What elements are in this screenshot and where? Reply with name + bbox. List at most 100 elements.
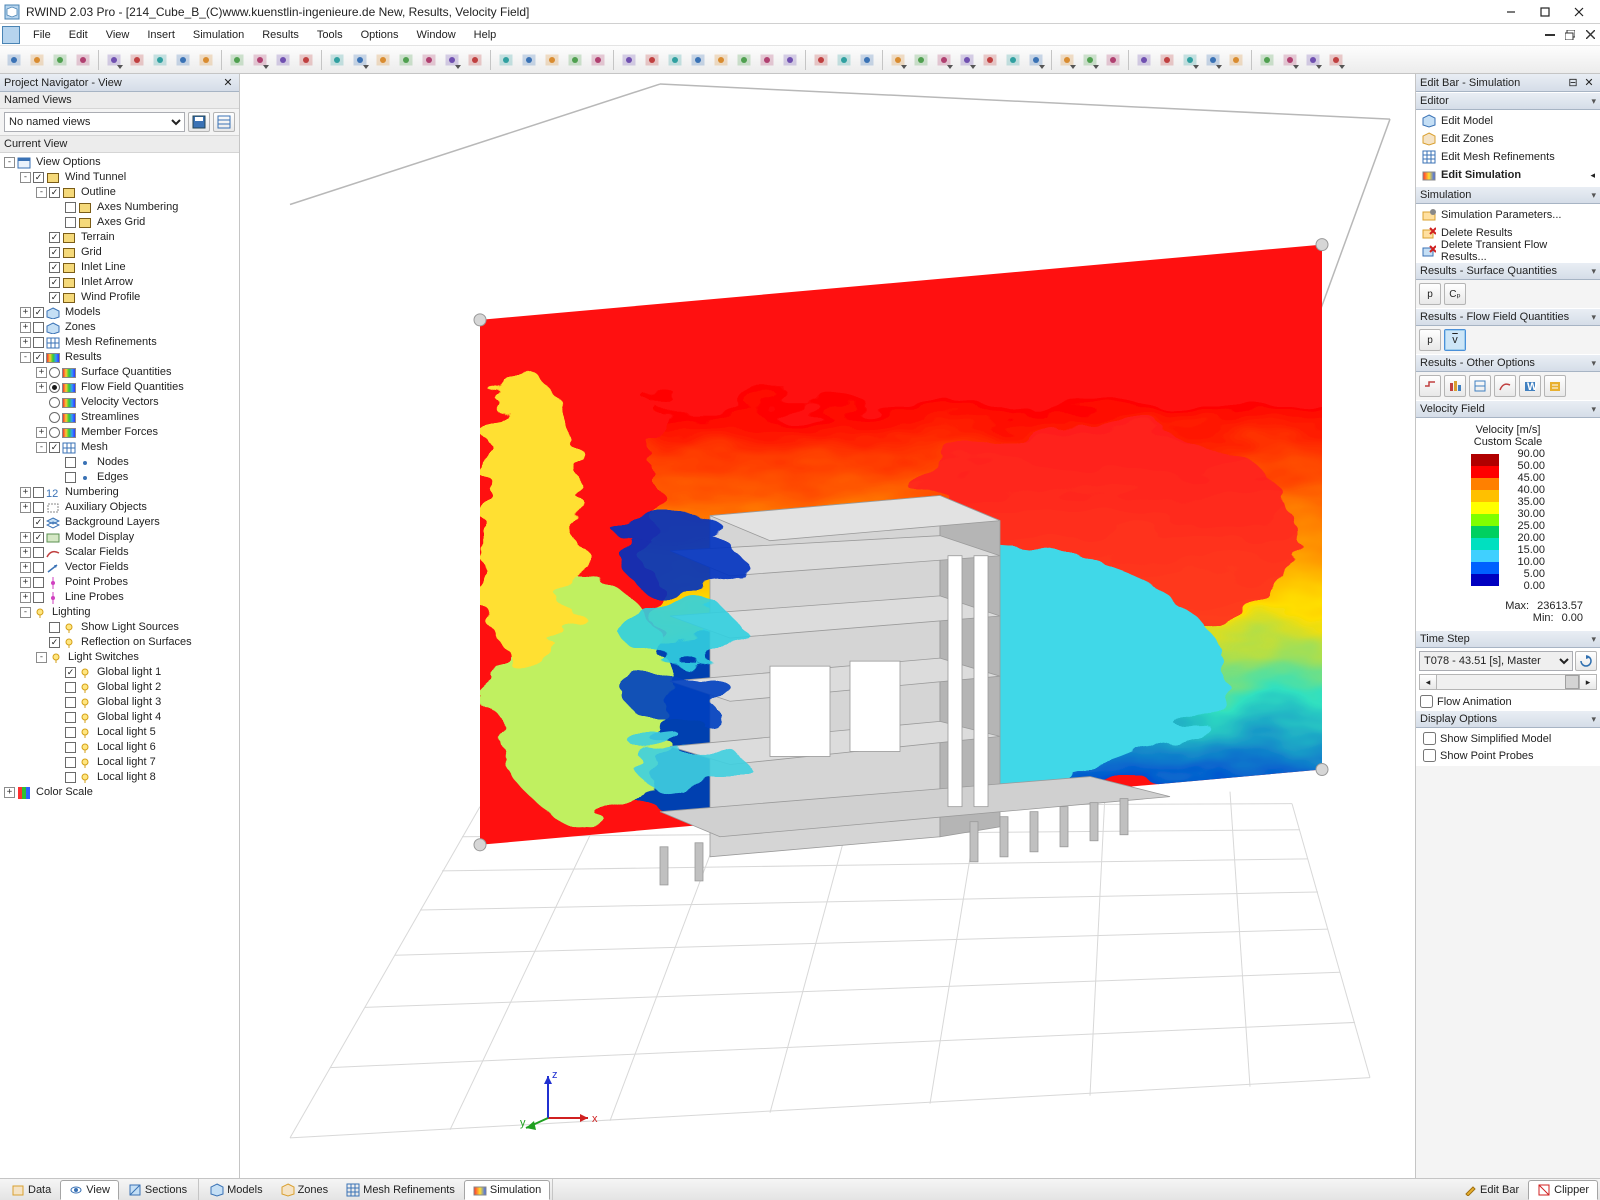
tree-expander[interactable]: + — [20, 592, 31, 603]
tree-node[interactable]: -Lighting — [2, 605, 237, 620]
menu-insert[interactable]: Insert — [138, 26, 184, 44]
tree-expander[interactable]: + — [20, 322, 31, 333]
toolbar-button-15[interactable] — [372, 49, 394, 71]
view-options-tree[interactable]: -View Options-Wind Tunnel-OutlineAxes Nu… — [0, 153, 239, 1178]
tree-node[interactable]: +Surface Quantities — [2, 365, 237, 380]
toolbar-button-19[interactable] — [464, 49, 486, 71]
toolbar-button-37[interactable] — [910, 49, 932, 71]
toolbar-button-13[interactable] — [326, 49, 348, 71]
toolbar-button-46[interactable] — [1133, 49, 1155, 71]
tree-radio[interactable] — [49, 367, 60, 378]
toolbar-button-38[interactable] — [933, 49, 955, 71]
tree-expander[interactable]: + — [36, 382, 47, 393]
toolbar-button-14[interactable] — [349, 49, 371, 71]
toolbar-button-5[interactable] — [126, 49, 148, 71]
tree-radio[interactable] — [49, 427, 60, 438]
tree-expander[interactable]: - — [36, 442, 47, 453]
tree-checkbox[interactable] — [49, 247, 60, 258]
tree-checkbox[interactable] — [49, 262, 60, 273]
toolbar-button-21[interactable] — [518, 49, 540, 71]
toolbar-button-26[interactable] — [641, 49, 663, 71]
tree-node[interactable]: +Auxiliary Objects — [2, 500, 237, 515]
toolbar-button-3[interactable] — [72, 49, 94, 71]
named-views-select[interactable]: No named views — [4, 112, 185, 132]
toolbar-button-34[interactable] — [833, 49, 855, 71]
tab-models[interactable]: Models — [201, 1180, 271, 1200]
tree-node[interactable]: +Vector Fields — [2, 560, 237, 575]
tree-node[interactable]: +Mesh Refinements — [2, 335, 237, 350]
tree-checkbox[interactable] — [65, 772, 76, 783]
toolbar-button-17[interactable] — [418, 49, 440, 71]
toolbar-button-4[interactable] — [103, 49, 125, 71]
editbar-item[interactable]: Edit Zones — [1419, 130, 1597, 148]
toolbar-button-36[interactable] — [887, 49, 909, 71]
surface-quantities-header[interactable]: Results - Surface Quantities▾ — [1416, 262, 1600, 280]
tree-node[interactable]: Inlet Line — [2, 260, 237, 275]
toolbar-button-22[interactable] — [541, 49, 563, 71]
tree-node[interactable]: Streamlines — [2, 410, 237, 425]
toolbar-button-18[interactable] — [441, 49, 463, 71]
tab-view[interactable]: View — [60, 1180, 119, 1200]
tree-checkbox[interactable] — [33, 547, 44, 558]
tree-expander[interactable]: + — [20, 562, 31, 573]
tree-checkbox[interactable] — [49, 292, 60, 303]
tree-checkbox[interactable] — [65, 682, 76, 693]
toolbar-button-41[interactable] — [1002, 49, 1024, 71]
tab-sections[interactable]: Sections — [119, 1180, 196, 1200]
toolbar-button-23[interactable] — [564, 49, 586, 71]
editbar-item[interactable]: Simulation Parameters... — [1419, 206, 1597, 224]
tab-simulation[interactable]: Simulation — [464, 1180, 550, 1200]
tab-mesh-refinements[interactable]: Mesh Refinements — [337, 1180, 464, 1200]
toolbar-button-52[interactable] — [1279, 49, 1301, 71]
toolbar-button-27[interactable] — [664, 49, 686, 71]
toolbar-button-31[interactable] — [756, 49, 778, 71]
tree-expander[interactable]: + — [20, 577, 31, 588]
option-btn-3[interactable] — [1469, 375, 1491, 397]
menu-simulation[interactable]: Simulation — [184, 26, 253, 44]
tree-node[interactable]: Axes Numbering — [2, 200, 237, 215]
mdi-restore-button[interactable] — [1561, 26, 1579, 44]
tree-expander[interactable]: + — [20, 502, 31, 513]
menu-edit[interactable]: Edit — [60, 26, 97, 44]
tree-node[interactable]: Grid — [2, 245, 237, 260]
menu-help[interactable]: Help — [465, 26, 506, 44]
tree-expander[interactable]: - — [20, 172, 31, 183]
tree-checkbox[interactable] — [33, 592, 44, 603]
toolbar-button-7[interactable] — [172, 49, 194, 71]
flow-qty-button[interactable]: v — [1444, 329, 1466, 351]
editbar-item[interactable]: Delete Transient Flow Results... — [1419, 242, 1597, 260]
toolbar-button-28[interactable] — [687, 49, 709, 71]
editbar-item[interactable]: Edit Simulation◂ — [1419, 166, 1597, 184]
toolbar-button-51[interactable] — [1256, 49, 1278, 71]
tree-node[interactable]: -Mesh — [2, 440, 237, 455]
surface-qty-button[interactable]: p — [1419, 283, 1441, 305]
tree-radio[interactable] — [49, 382, 60, 393]
tree-expander[interactable]: + — [20, 307, 31, 318]
tree-node[interactable]: Velocity Vectors — [2, 395, 237, 410]
tree-node[interactable]: Global light 3 — [2, 695, 237, 710]
tree-node[interactable]: Edges — [2, 470, 237, 485]
menu-options[interactable]: Options — [352, 26, 408, 44]
tree-node[interactable]: +12Numbering — [2, 485, 237, 500]
toolbar-button-32[interactable] — [779, 49, 801, 71]
tree-node[interactable]: Local light 8 — [2, 770, 237, 785]
editbar-item[interactable]: Edit Model — [1419, 112, 1597, 130]
tree-expander[interactable]: + — [20, 487, 31, 498]
maximize-button[interactable] — [1528, 1, 1562, 23]
editbar-pin-button[interactable]: ⊟ — [1566, 76, 1580, 90]
tree-checkbox[interactable] — [33, 322, 44, 333]
tree-checkbox[interactable] — [65, 697, 76, 708]
menu-tools[interactable]: Tools — [308, 26, 352, 44]
toolbar-button-35[interactable] — [856, 49, 878, 71]
timestep-prev-button[interactable]: ◂ — [1419, 674, 1437, 690]
tree-radio[interactable] — [49, 412, 60, 423]
toolbar-button-0[interactable] — [3, 49, 25, 71]
tree-expander[interactable]: + — [36, 427, 47, 438]
tree-node[interactable]: Wind Profile — [2, 290, 237, 305]
toolbar-button-2[interactable] — [49, 49, 71, 71]
toolbar-button-16[interactable] — [395, 49, 417, 71]
tree-node[interactable]: Nodes — [2, 455, 237, 470]
3d-viewport[interactable]: x z y — [240, 74, 1415, 1178]
tree-checkbox[interactable] — [33, 487, 44, 498]
tree-node[interactable]: Global light 2 — [2, 680, 237, 695]
